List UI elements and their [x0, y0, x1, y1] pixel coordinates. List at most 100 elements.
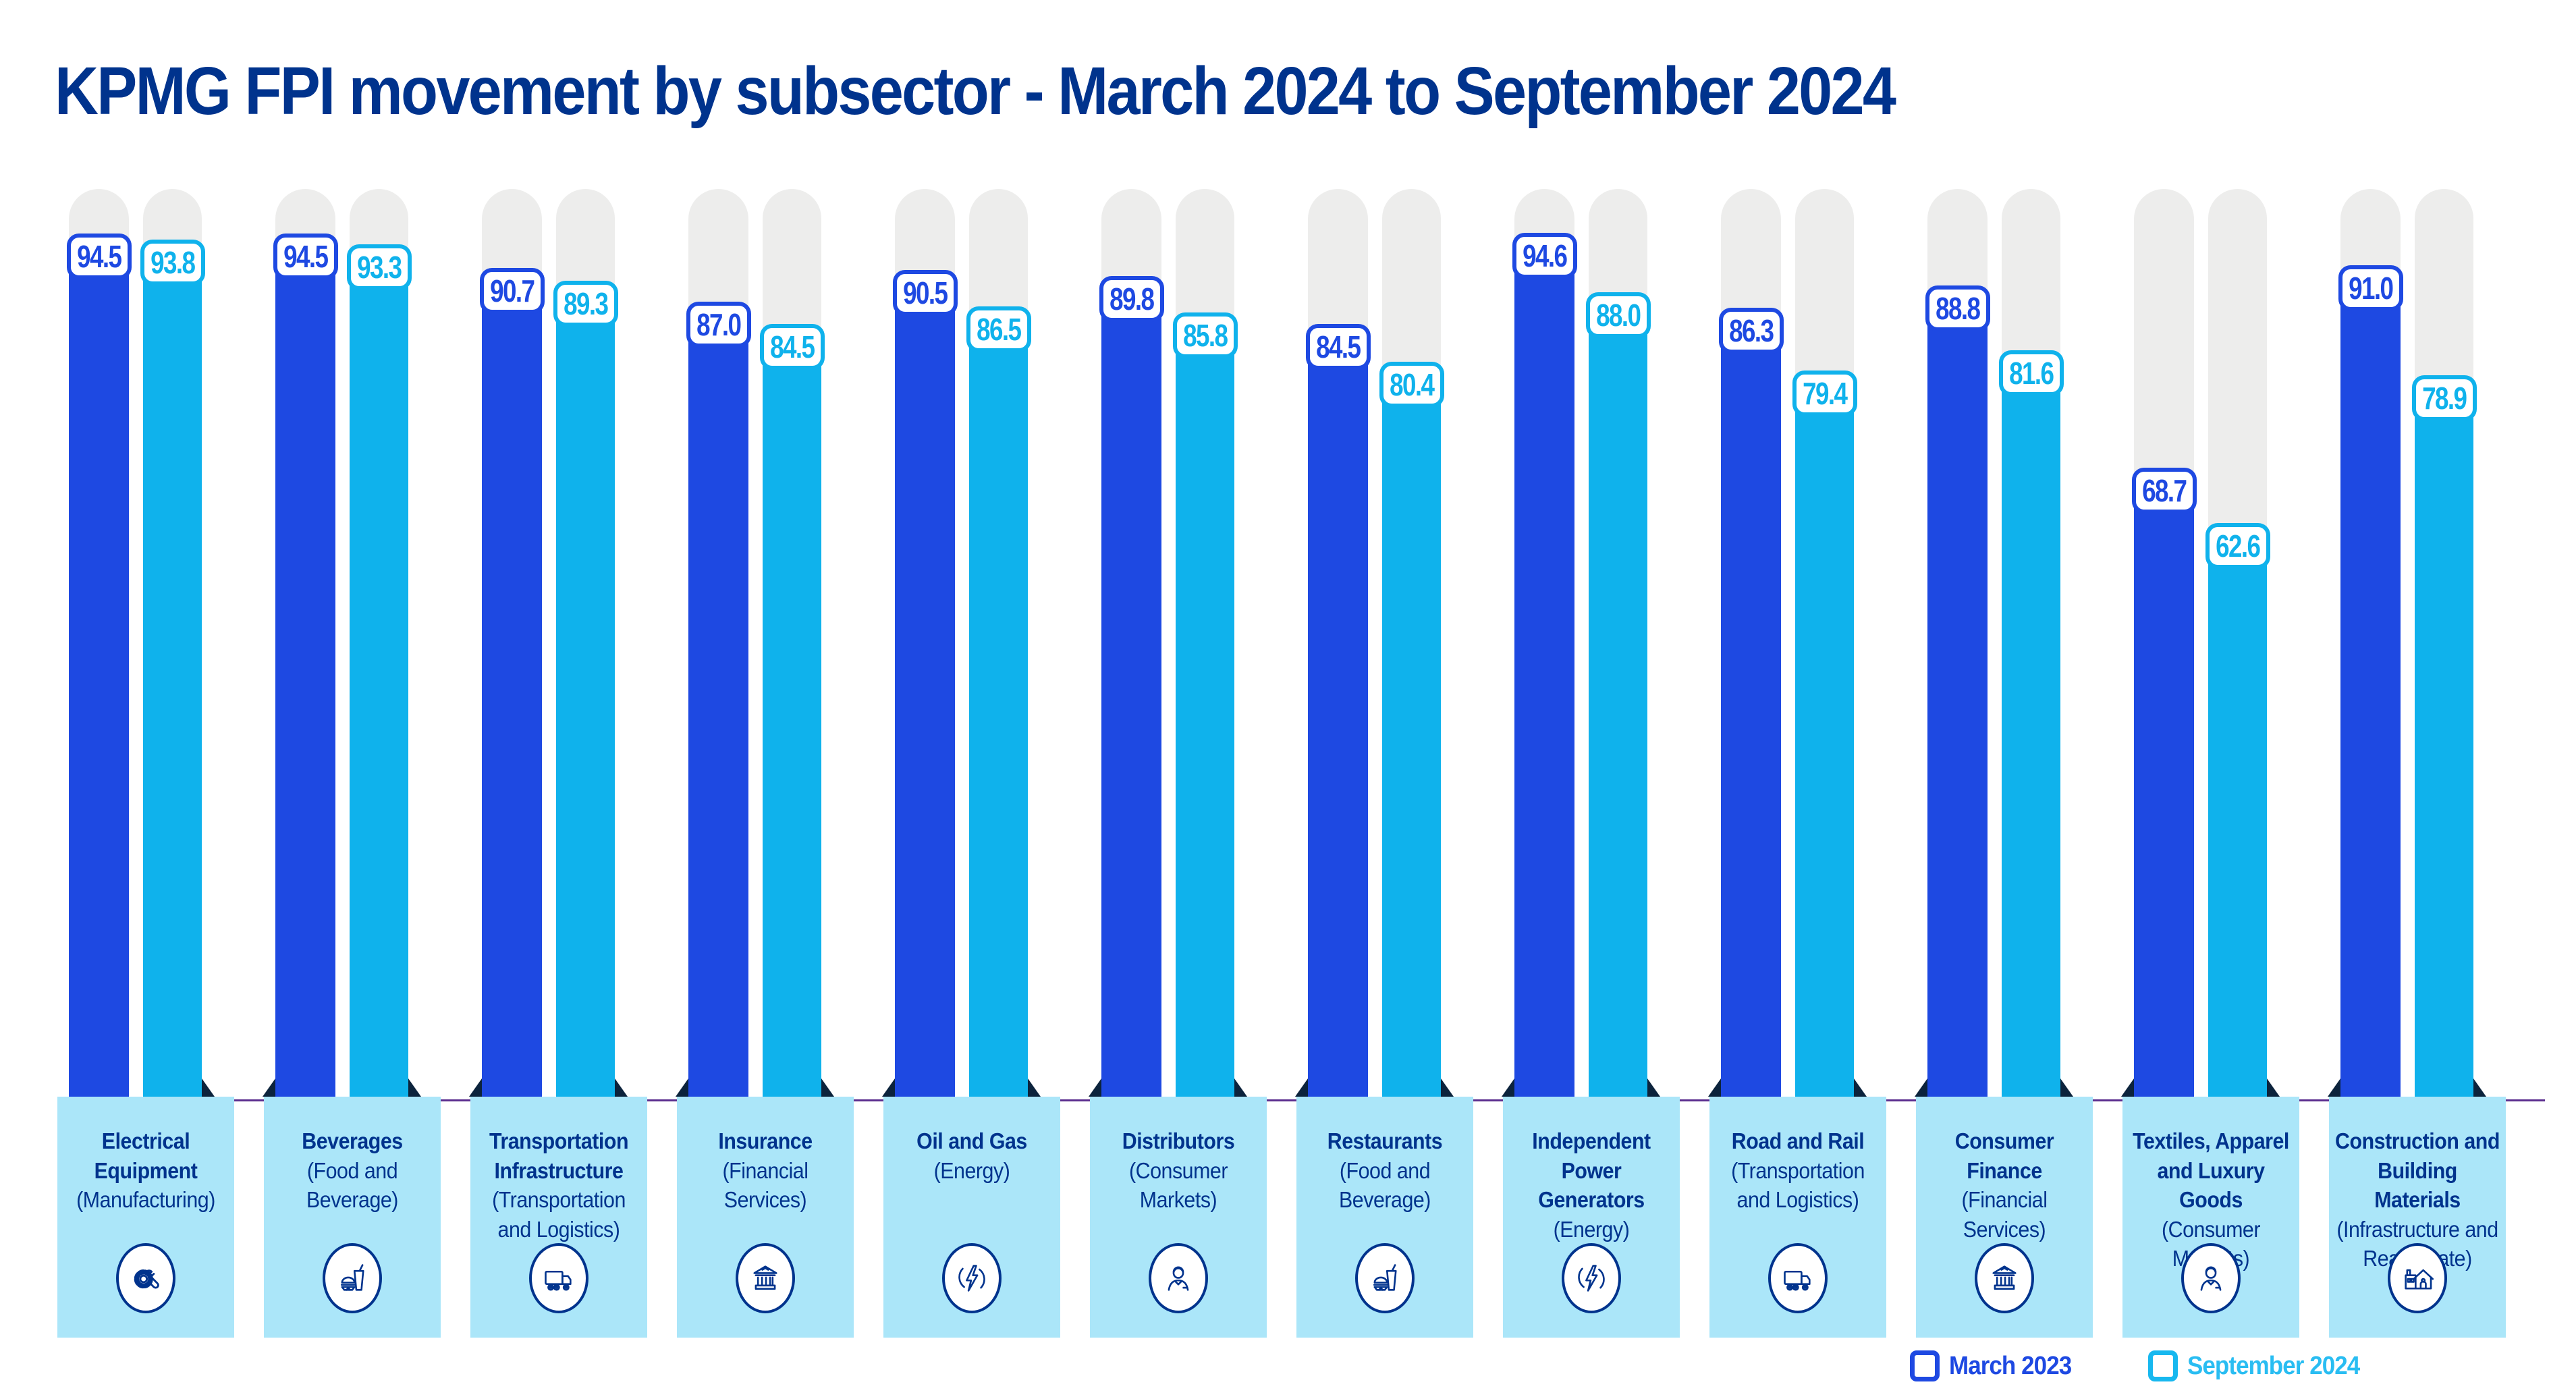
- person-icon: [1161, 1261, 1196, 1296]
- category-name-line: Construction and: [2335, 1128, 2500, 1153]
- bar-foot-decoration: [2121, 1078, 2134, 1097]
- bar-foot-decoration: [1708, 1078, 1721, 1097]
- category-label: Oil and Gas (Energy): [883, 1126, 1060, 1185]
- value-text: 90.7: [489, 273, 535, 308]
- bar-foot-decoration: [1234, 1078, 1247, 1097]
- bar-foot-decoration: [408, 1078, 421, 1097]
- march-value-label: 86.3: [1718, 308, 1784, 354]
- legend-label-september: September 2024: [2187, 1351, 2360, 1380]
- category-sector-line: (Consumer: [2161, 1216, 2261, 1242]
- category-card: Beverages (Food and Beverage): [264, 1097, 441, 1338]
- september-value-label: 88.0: [1585, 292, 1651, 338]
- category-sector-line: Beverage): [1339, 1187, 1431, 1213]
- march-value-label: 94.5: [273, 234, 338, 279]
- march-value-label: 89.8: [1099, 276, 1164, 322]
- category-card: Transportation Infrastructure (Transportat…: [470, 1097, 647, 1338]
- value-text: 84.5: [1315, 329, 1361, 364]
- category-sector: (Manufacturing): [57, 1185, 234, 1215]
- march-bar: [2134, 473, 2194, 1097]
- category-name: Restaurants: [1296, 1126, 1473, 1156]
- value-text: 87.0: [696, 307, 742, 342]
- subsector-group: 89.8 85.8 Distributors (Consumer Markets): [1089, 189, 1267, 1338]
- category-sector-line: Markets): [1139, 1187, 1217, 1213]
- september-value-label: 84.5: [759, 324, 825, 370]
- category-card: Restaurants (Food and Beverage): [1296, 1097, 1473, 1338]
- september-value-label: 89.3: [553, 281, 618, 327]
- category-icon-circle: [1149, 1243, 1208, 1313]
- legend: March 2023 September 2024: [1910, 1350, 2375, 1382]
- category-name-line: Beverages: [302, 1128, 403, 1153]
- category-sector: (Food and Beverage): [264, 1156, 440, 1215]
- category-sector-line: (Financial: [722, 1157, 809, 1183]
- fastfood-icon: [335, 1261, 370, 1296]
- march-value-label: 84.5: [1305, 324, 1371, 370]
- category-name-line: Goods: [2179, 1187, 2243, 1213]
- category-sector-line: (Energy): [1553, 1216, 1630, 1242]
- value-text: 86.3: [1728, 313, 1774, 348]
- march-bar: [688, 307, 748, 1097]
- bar-foot-decoration: [1295, 1078, 1308, 1097]
- category-sector: (Transportation and Logistics): [470, 1185, 647, 1244]
- march-value-label: 94.5: [66, 234, 132, 279]
- category-name: Road and Rail: [1709, 1126, 1886, 1156]
- category-sector-line: (Manufacturing): [76, 1187, 215, 1213]
- category-name-line: and Luxury: [2157, 1157, 2265, 1183]
- person-icon: [2193, 1261, 2228, 1296]
- value-text: 88.0: [1595, 298, 1641, 333]
- category-name-line: Insurance: [718, 1128, 813, 1153]
- truck-icon: [541, 1261, 576, 1296]
- september-bar: [2415, 381, 2473, 1097]
- september-bar: [2002, 356, 2060, 1097]
- value-text: 93.3: [356, 250, 402, 285]
- category-card: Consumer Finance (Financial Services): [1916, 1097, 2093, 1338]
- category-icon-circle: [116, 1243, 175, 1313]
- value-text: 94.5: [76, 239, 122, 274]
- category-name-line: Equipment: [94, 1157, 198, 1183]
- category-name-line: Consumer: [1954, 1128, 2054, 1153]
- march-bar: [1721, 313, 1781, 1097]
- category-name: Independent Power Generators: [1503, 1126, 1679, 1215]
- category-sector-line: (Transportation: [492, 1187, 626, 1213]
- subsector-group: 91.0 78.9 Construction and Building Material…: [2328, 189, 2506, 1338]
- category-label: Restaurants (Food and Beverage): [1296, 1126, 1473, 1215]
- march-bar: [69, 239, 129, 1097]
- subsector-group: 68.7 62.6 Textiles, Apparel and Luxury Goods…: [2121, 189, 2299, 1338]
- lightning-icon: [1574, 1261, 1609, 1296]
- september-bar: [1795, 376, 1854, 1097]
- legend-label-march: March 2023: [1949, 1351, 2072, 1380]
- september-value-label: 80.4: [1379, 362, 1444, 408]
- category-name: Electrical Equipment: [57, 1126, 234, 1185]
- september-bar: [350, 250, 408, 1097]
- value-text: 62.6: [2215, 528, 2261, 564]
- category-label: Transportation Infrastructure (Transportat…: [470, 1126, 647, 1244]
- september-bar: [556, 286, 615, 1097]
- category-name-line: Materials: [2374, 1187, 2461, 1213]
- category-name: Beverages: [264, 1126, 440, 1156]
- category-label: Beverages (Food and Beverage): [264, 1126, 440, 1215]
- subsector-group: 94.5 93.3 Beverages (Food and Beverage): [263, 189, 441, 1338]
- bar-foot-decoration: [2267, 1078, 2280, 1097]
- category-label: Road and Rail (Transportation and Logistic…: [1709, 1126, 1886, 1215]
- category-sector: (Energy): [883, 1156, 1060, 1186]
- bar-foot-decoration: [676, 1078, 688, 1097]
- subsector-group: 90.5 86.5 Oil and Gas (Energy): [882, 189, 1060, 1338]
- house-icon: [2400, 1261, 2435, 1296]
- category-sector-line: (Financial: [1961, 1187, 2048, 1213]
- march-value-label: 90.7: [479, 268, 545, 314]
- value-text: 94.6: [1522, 238, 1568, 273]
- category-label: Electrical Equipment (Manufacturing): [57, 1126, 234, 1215]
- value-text: 93.8: [150, 245, 196, 280]
- bar-foot-decoration: [2473, 1078, 2486, 1097]
- bar-foot-decoration: [1502, 1078, 1514, 1097]
- category-name: Insurance: [677, 1126, 853, 1156]
- category-name-line: Road and Rail: [1731, 1128, 1865, 1153]
- category-icon-circle: [1768, 1243, 1828, 1313]
- category-sector-line: Beverage): [306, 1187, 398, 1213]
- bar-foot-decoration: [469, 1078, 482, 1097]
- march-value-label: 91.0: [2338, 265, 2403, 311]
- bar-foot-decoration: [202, 1078, 215, 1097]
- march-value-label: 87.0: [686, 302, 751, 348]
- category-name-line: Generators: [1538, 1187, 1645, 1213]
- bar-foot-decoration: [263, 1078, 275, 1097]
- category-sector-line: Services): [723, 1187, 807, 1213]
